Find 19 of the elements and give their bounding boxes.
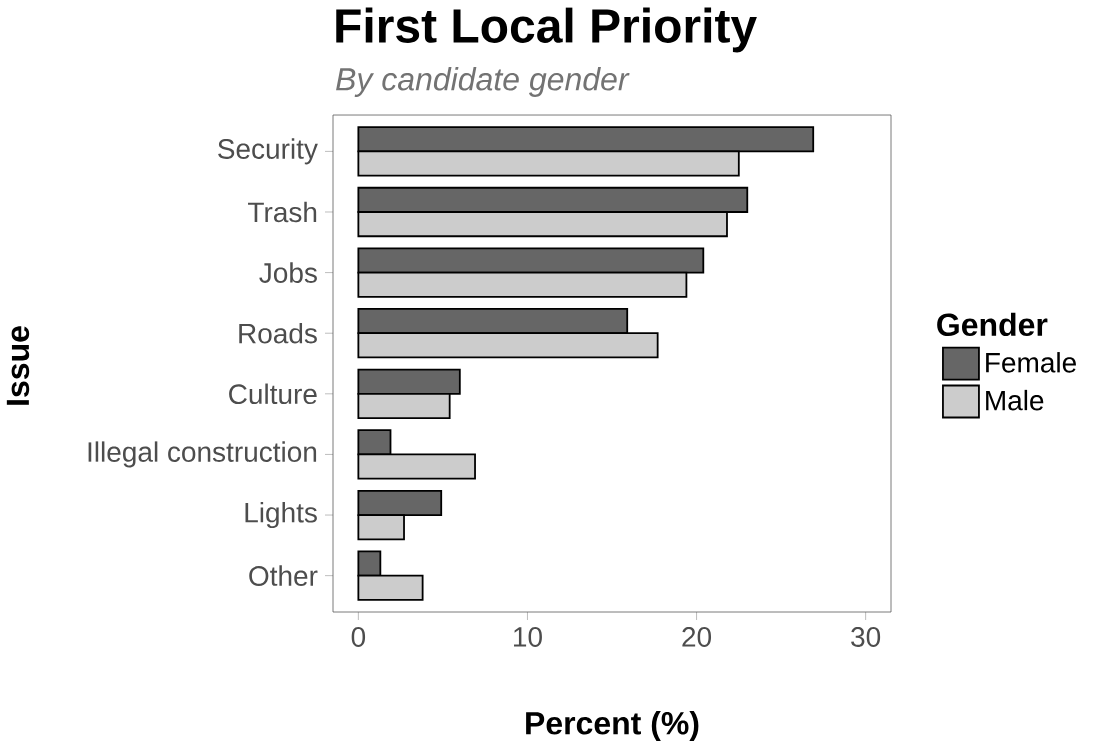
x-tick-label: 0	[351, 627, 366, 647]
y-tick-label: Roads	[239, 322, 317, 344]
y-tick-label: Other	[249, 565, 318, 586]
legend-title: Gender	[937, 312, 1048, 337]
y-tick-label: Jobs	[259, 262, 317, 283]
y-tick-label: Security	[218, 138, 318, 165]
x-axis-title: Percent (%)	[526, 711, 699, 741]
y-tick-label: Trash	[248, 201, 317, 223]
legend-label: Female	[986, 352, 1076, 373]
y-tick-label: Lights	[245, 501, 317, 529]
x-tick-label: 30	[851, 627, 881, 647]
y-axis-title: Issue	[6, 326, 30, 405]
x-tick-label: 20	[682, 627, 712, 647]
chart-subtitle: By candidate gender	[336, 67, 630, 97]
chart-title: First Local Priority	[336, 7, 757, 53]
y-tick-label: Culture	[229, 383, 317, 405]
x-tick-label: 10	[514, 627, 542, 647]
legend-label: Male	[986, 389, 1044, 411]
y-tick-label: Illegal construction	[88, 441, 317, 468]
